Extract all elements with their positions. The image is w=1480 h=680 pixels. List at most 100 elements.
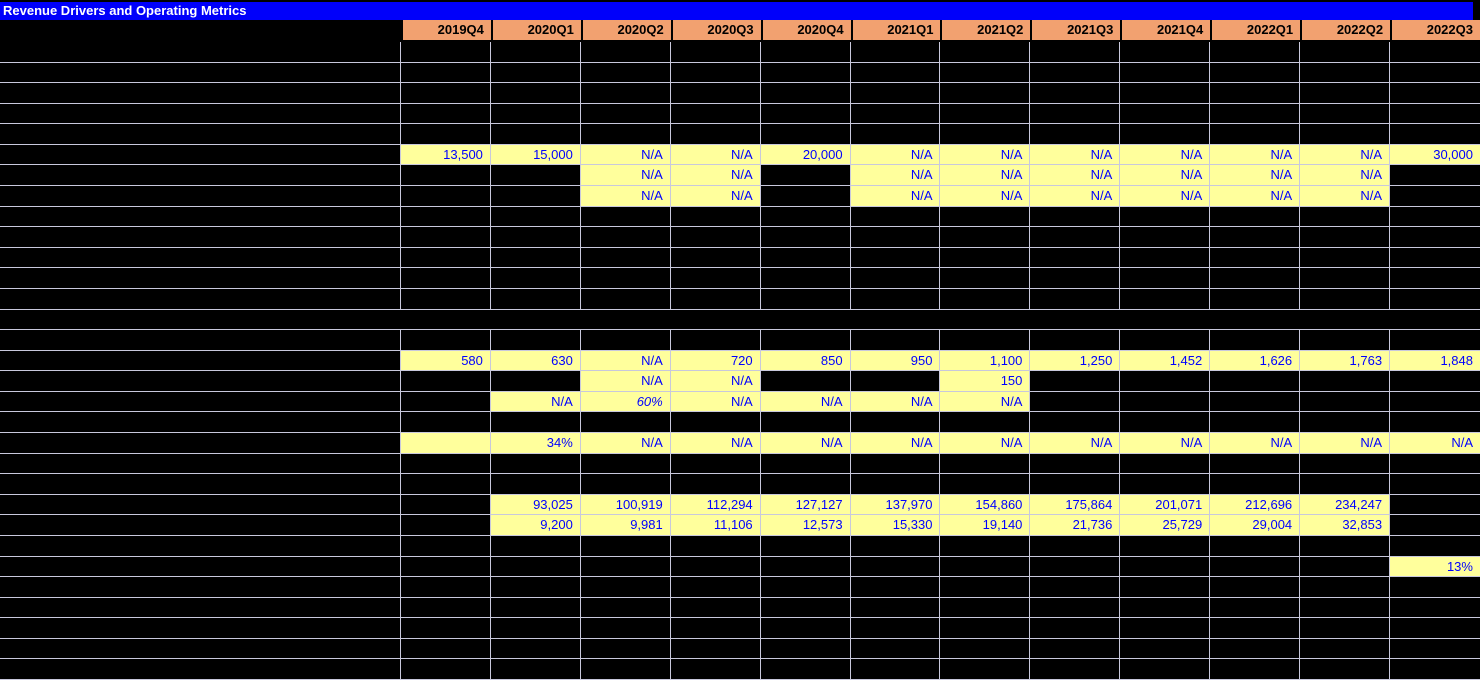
empty-cell[interactable] xyxy=(580,206,671,228)
empty-cell[interactable] xyxy=(850,42,941,63)
empty-cell[interactable] xyxy=(1210,288,1301,310)
empty-cell[interactable] xyxy=(940,103,1031,125)
value-cell[interactable]: N/A xyxy=(1210,144,1301,166)
empty-cell[interactable] xyxy=(1300,206,1391,228)
row-label-cell[interactable] xyxy=(0,227,401,248)
empty-cell[interactable] xyxy=(401,638,491,660)
value-cell[interactable]: N/A xyxy=(670,371,761,392)
empty-cell[interactable] xyxy=(401,391,491,413)
empty-cell[interactable] xyxy=(401,83,491,104)
empty-cell[interactable] xyxy=(490,186,581,207)
empty-cell[interactable] xyxy=(1300,371,1391,392)
value-cell[interactable]: N/A xyxy=(580,433,671,454)
value-cell[interactable]: 15,330 xyxy=(850,515,941,536)
empty-cell[interactable] xyxy=(580,83,671,104)
empty-cell[interactable] xyxy=(850,474,941,495)
empty-cell[interactable] xyxy=(1300,103,1391,125)
empty-cell[interactable] xyxy=(1300,247,1391,269)
empty-cell[interactable] xyxy=(1210,453,1301,475)
empty-cell[interactable] xyxy=(580,638,671,660)
header-label-cell[interactable] xyxy=(0,20,401,42)
empty-cell[interactable] xyxy=(580,62,671,84)
value-cell[interactable]: N/A xyxy=(1390,433,1480,454)
row-label-cell[interactable] xyxy=(0,433,401,454)
value-cell[interactable]: 1,250 xyxy=(1030,350,1121,372)
empty-cell[interactable] xyxy=(1390,330,1480,351)
empty-cell[interactable] xyxy=(490,597,581,619)
empty-cell[interactable] xyxy=(1300,597,1391,619)
row-label-cell[interactable] xyxy=(0,494,401,516)
empty-cell[interactable] xyxy=(850,227,941,248)
empty-cell[interactable] xyxy=(1120,638,1211,660)
empty-cell[interactable] xyxy=(401,577,491,598)
row-label-cell[interactable] xyxy=(0,288,401,310)
empty-cell[interactable] xyxy=(580,247,671,269)
value-cell[interactable]: 21,736 xyxy=(1030,515,1121,536)
value-cell[interactable]: 25,729 xyxy=(1120,515,1211,536)
empty-cell[interactable] xyxy=(1030,371,1121,392)
empty-cell[interactable] xyxy=(1030,83,1121,104)
empty-cell[interactable] xyxy=(580,42,671,63)
empty-cell[interactable] xyxy=(1210,124,1301,145)
empty-cell[interactable] xyxy=(1030,391,1121,413)
empty-cell[interactable] xyxy=(1120,412,1211,434)
empty-cell[interactable] xyxy=(760,474,851,495)
value-cell[interactable]: N/A xyxy=(1120,186,1211,207)
value-cell[interactable]: 13% xyxy=(1390,556,1480,578)
empty-cell[interactable] xyxy=(401,412,491,434)
empty-cell[interactable] xyxy=(1390,412,1480,434)
empty-cell[interactable] xyxy=(760,165,851,187)
empty-cell[interactable] xyxy=(940,288,1031,310)
empty-cell[interactable] xyxy=(401,206,491,228)
empty-cell[interactable] xyxy=(490,371,581,392)
empty-cell[interactable] xyxy=(760,268,851,289)
empty-cell[interactable] xyxy=(940,42,1031,63)
empty-cell[interactable] xyxy=(1120,659,1211,680)
empty-cell[interactable] xyxy=(850,247,941,269)
row-label-cell[interactable] xyxy=(0,206,401,228)
row-label-cell[interactable] xyxy=(0,618,401,639)
value-cell[interactable]: N/A xyxy=(940,433,1031,454)
value-cell[interactable]: N/A xyxy=(580,350,671,372)
empty-cell[interactable] xyxy=(940,227,1031,248)
row-label-cell[interactable] xyxy=(0,515,401,536)
empty-cell[interactable] xyxy=(940,268,1031,289)
value-cell[interactable]: 1,848 xyxy=(1390,350,1480,372)
empty-cell[interactable] xyxy=(1390,83,1480,104)
empty-cell[interactable] xyxy=(1300,638,1391,660)
value-cell[interactable]: N/A xyxy=(1210,186,1301,207)
row-label-cell[interactable] xyxy=(0,638,401,660)
empty-cell[interactable] xyxy=(1210,391,1301,413)
empty-cell[interactable] xyxy=(401,103,491,125)
value-cell[interactable]: N/A xyxy=(1120,433,1211,454)
empty-cell[interactable] xyxy=(401,494,491,516)
value-cell[interactable]: N/A xyxy=(1030,144,1121,166)
empty-cell[interactable] xyxy=(670,83,761,104)
empty-cell[interactable] xyxy=(760,535,851,557)
empty-cell[interactable] xyxy=(1300,288,1391,310)
empty-cell[interactable] xyxy=(670,597,761,619)
empty-cell[interactable] xyxy=(1120,124,1211,145)
empty-cell[interactable] xyxy=(670,227,761,248)
empty-cell[interactable] xyxy=(850,618,941,639)
value-cell[interactable]: N/A xyxy=(1210,433,1301,454)
empty-cell[interactable] xyxy=(670,288,761,310)
empty-cell[interactable] xyxy=(1120,42,1211,63)
empty-cell[interactable] xyxy=(490,474,581,495)
empty-cell[interactable] xyxy=(1030,556,1121,578)
value-cell[interactable]: 1,452 xyxy=(1120,350,1211,372)
empty-cell[interactable] xyxy=(1390,103,1480,125)
empty-cell[interactable] xyxy=(401,453,491,475)
value-cell[interactable]: 630 xyxy=(490,350,581,372)
empty-cell[interactable] xyxy=(1120,556,1211,578)
value-cell[interactable]: 950 xyxy=(850,350,941,372)
empty-cell[interactable] xyxy=(580,659,671,680)
row-label-cell[interactable] xyxy=(0,186,401,207)
empty-cell[interactable] xyxy=(850,330,941,351)
empty-cell[interactable] xyxy=(1030,453,1121,475)
empty-cell[interactable] xyxy=(580,227,671,248)
empty-cell[interactable] xyxy=(580,288,671,310)
empty-cell[interactable] xyxy=(1030,597,1121,619)
empty-cell[interactable] xyxy=(490,535,581,557)
empty-cell[interactable] xyxy=(490,453,581,475)
